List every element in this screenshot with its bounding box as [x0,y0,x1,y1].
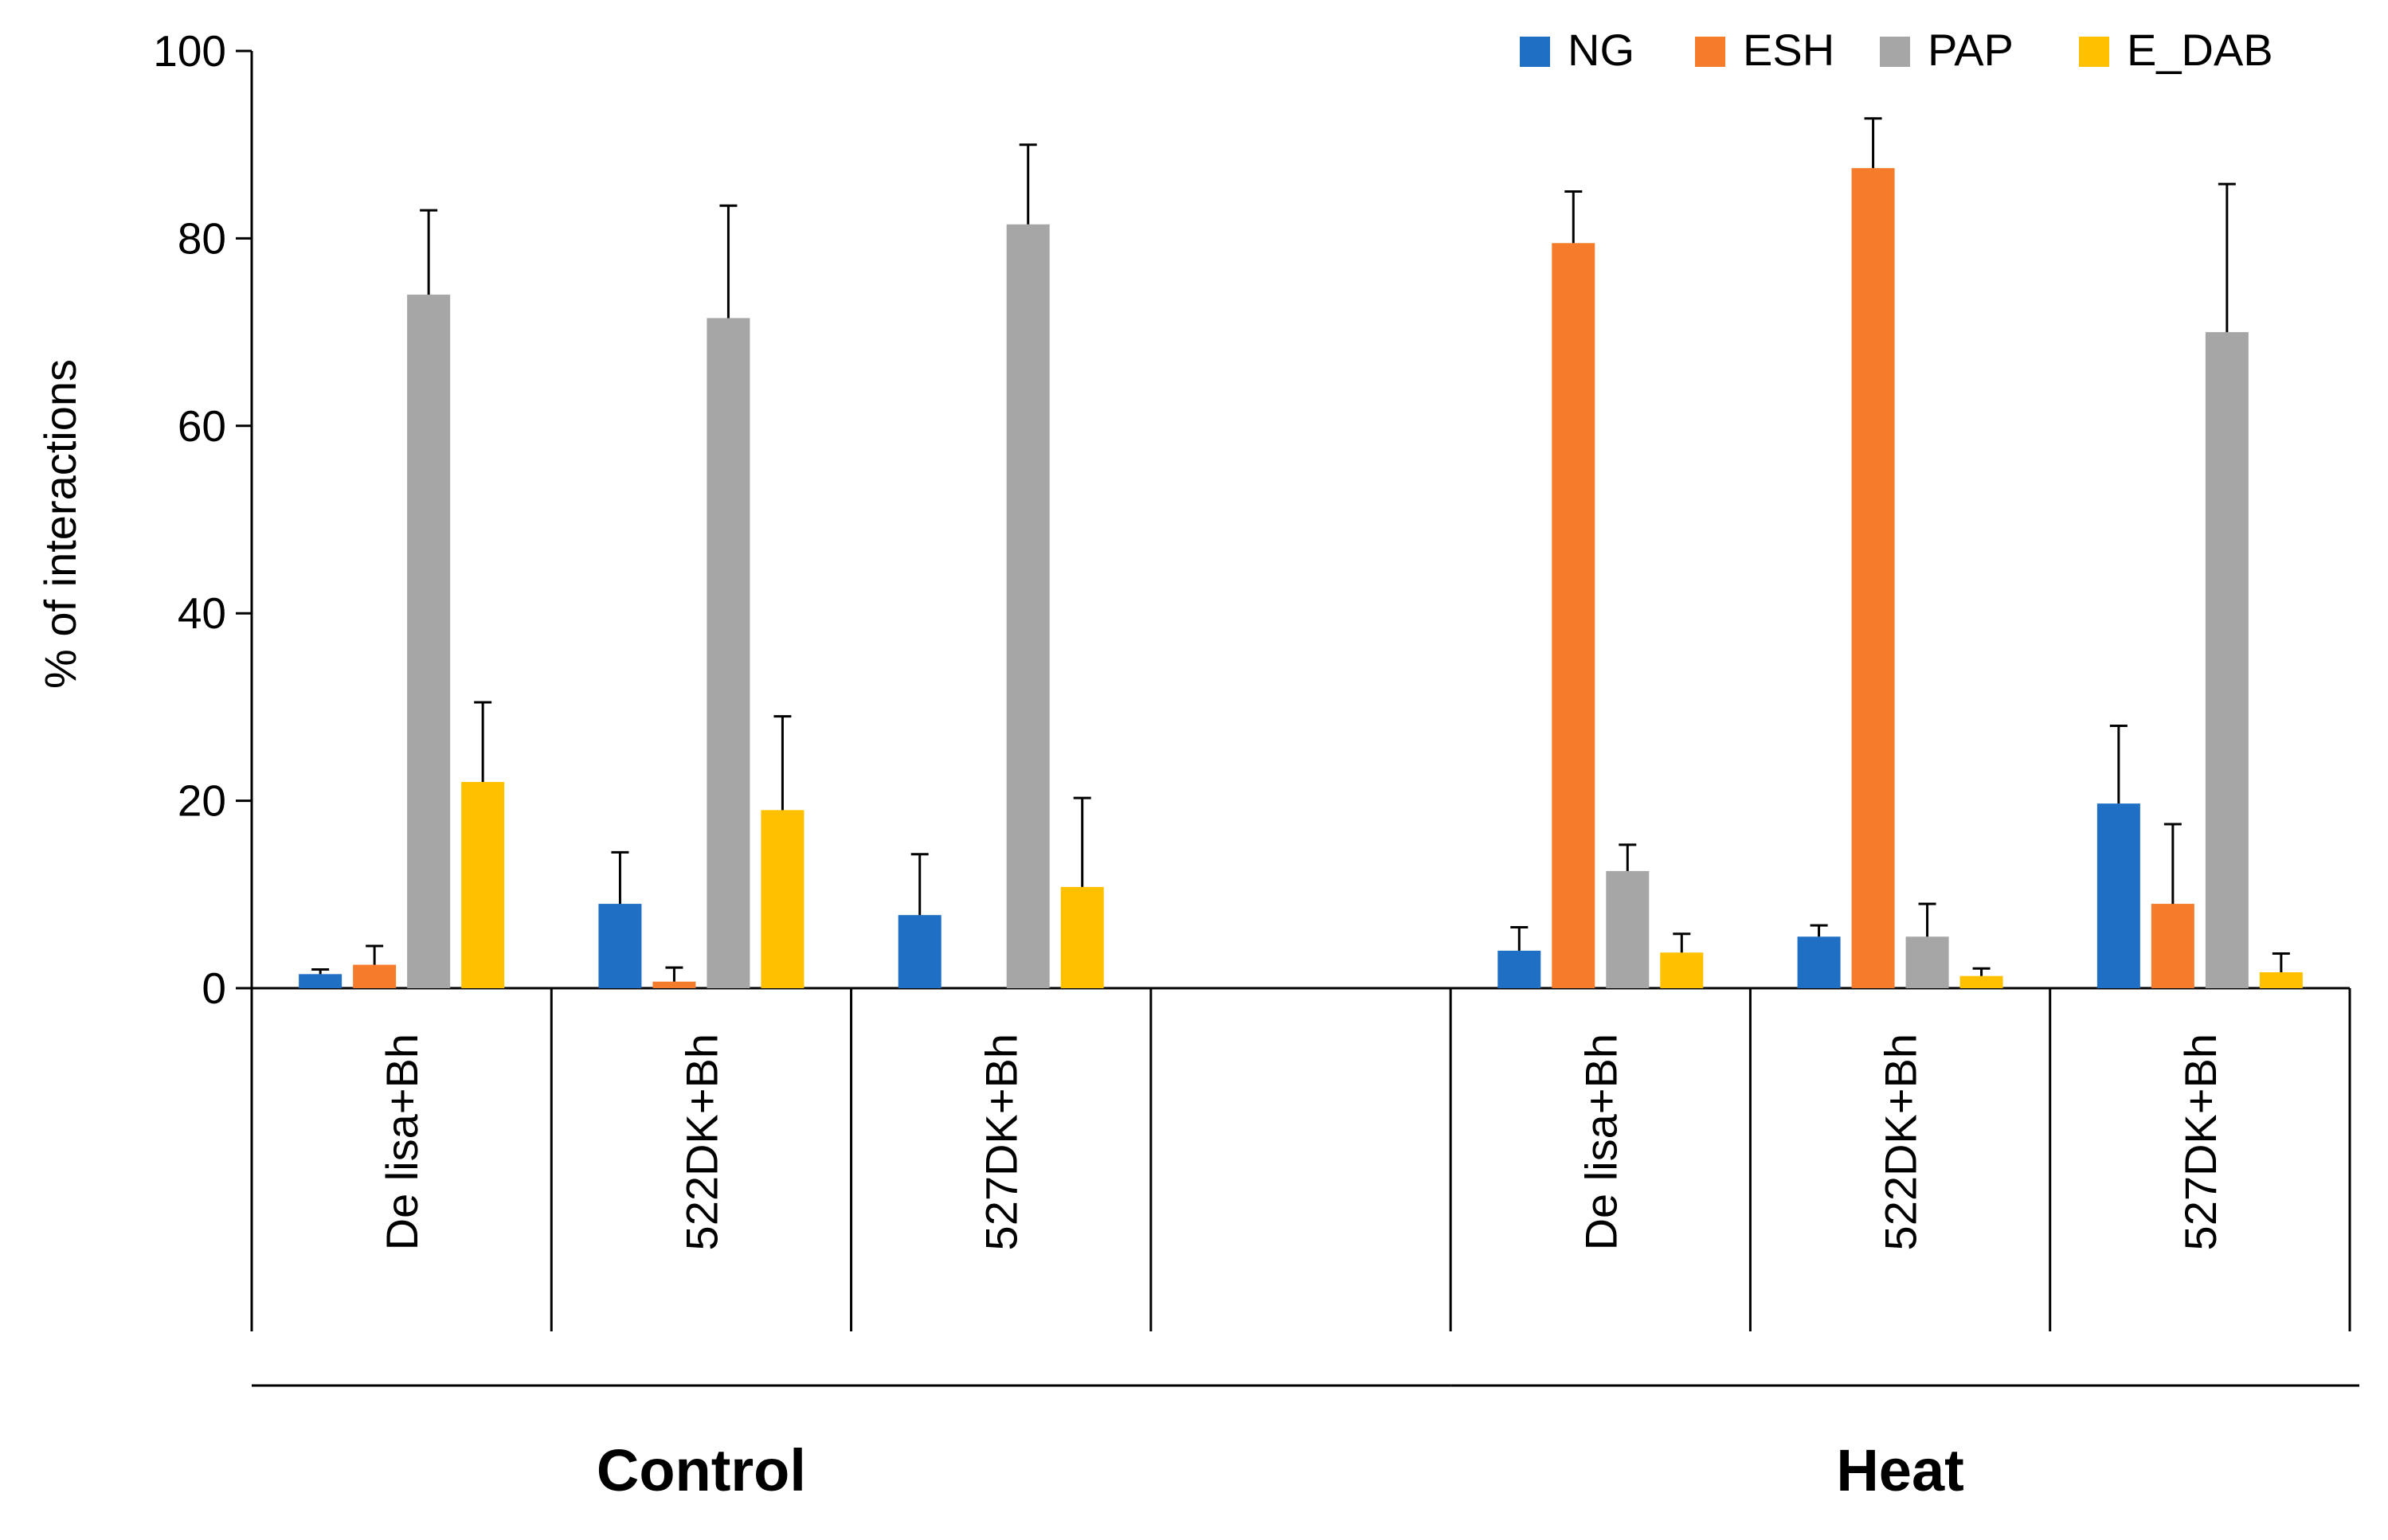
bar-esh [2151,904,2194,988]
bar-pap [407,295,451,988]
bar-ng [1497,950,1541,988]
bar-esh [1552,243,1595,988]
bar-pap [1905,936,1949,988]
legend: NG ESH PAP E_DAB [1520,25,2273,75]
bar-ng [898,915,941,988]
legend-label: E_DAB [2127,25,2273,75]
legend-swatch-ng [1520,37,1550,67]
bar-e-dab [1660,952,1704,988]
y-tick-label: 60 [178,401,226,451]
bar-ng [2096,803,2140,988]
bar-esh [353,964,397,988]
y-tick-label: 80 [178,213,226,263]
category-label: De lisa+Bh [377,1034,427,1250]
bar-e-dab [761,810,804,988]
y-axis-title: % of interactions [35,359,85,689]
category-labels: De lisa+Bh 522DK+Bh 527DK+Bh De lisa+Bh 522D… [377,1034,2226,1503]
bar-esh [652,981,696,988]
bars [299,117,2303,989]
bar-pap [2205,332,2249,989]
legend-label: ESH [1743,25,1834,75]
y-tick-label: 0 [202,963,226,1013]
bar-e-dab [461,782,505,988]
bar-esh [1851,168,1895,988]
y-tick-label: 20 [178,776,226,826]
legend-swatch-pap [1880,37,1910,67]
bar-pap [1006,224,1050,988]
bar-pap [1606,870,1650,988]
group-label: Heat [1836,1437,1963,1503]
category-label: 527DK+Bh [977,1034,1027,1250]
bar-ng [299,974,343,988]
bar-e-dab [2259,971,2303,988]
bar-pap [707,318,750,988]
bar-ng [1797,936,1841,988]
group-label: Control [597,1437,806,1503]
category-label: De lisa+Bh [1576,1034,1626,1250]
y-tick-label: 100 [153,26,226,76]
legend-label: PAP [1928,25,2014,75]
bar-ng [598,904,642,988]
legend-swatch-esh [1695,37,1725,67]
category-label: 522DK+Bh [1876,1034,1926,1250]
y-tick-label: 40 [178,588,226,638]
legend-swatch-e-dab [2079,37,2109,67]
category-label: 522DK+Bh [676,1034,726,1250]
bar-e-dab [1959,975,2003,988]
bar-e-dab [1060,886,1104,988]
legend-label: NG [1568,25,1634,75]
axes: 0 20 40 60 80 100 [153,26,2359,1387]
category-label: 527DK+Bh [2175,1034,2226,1250]
